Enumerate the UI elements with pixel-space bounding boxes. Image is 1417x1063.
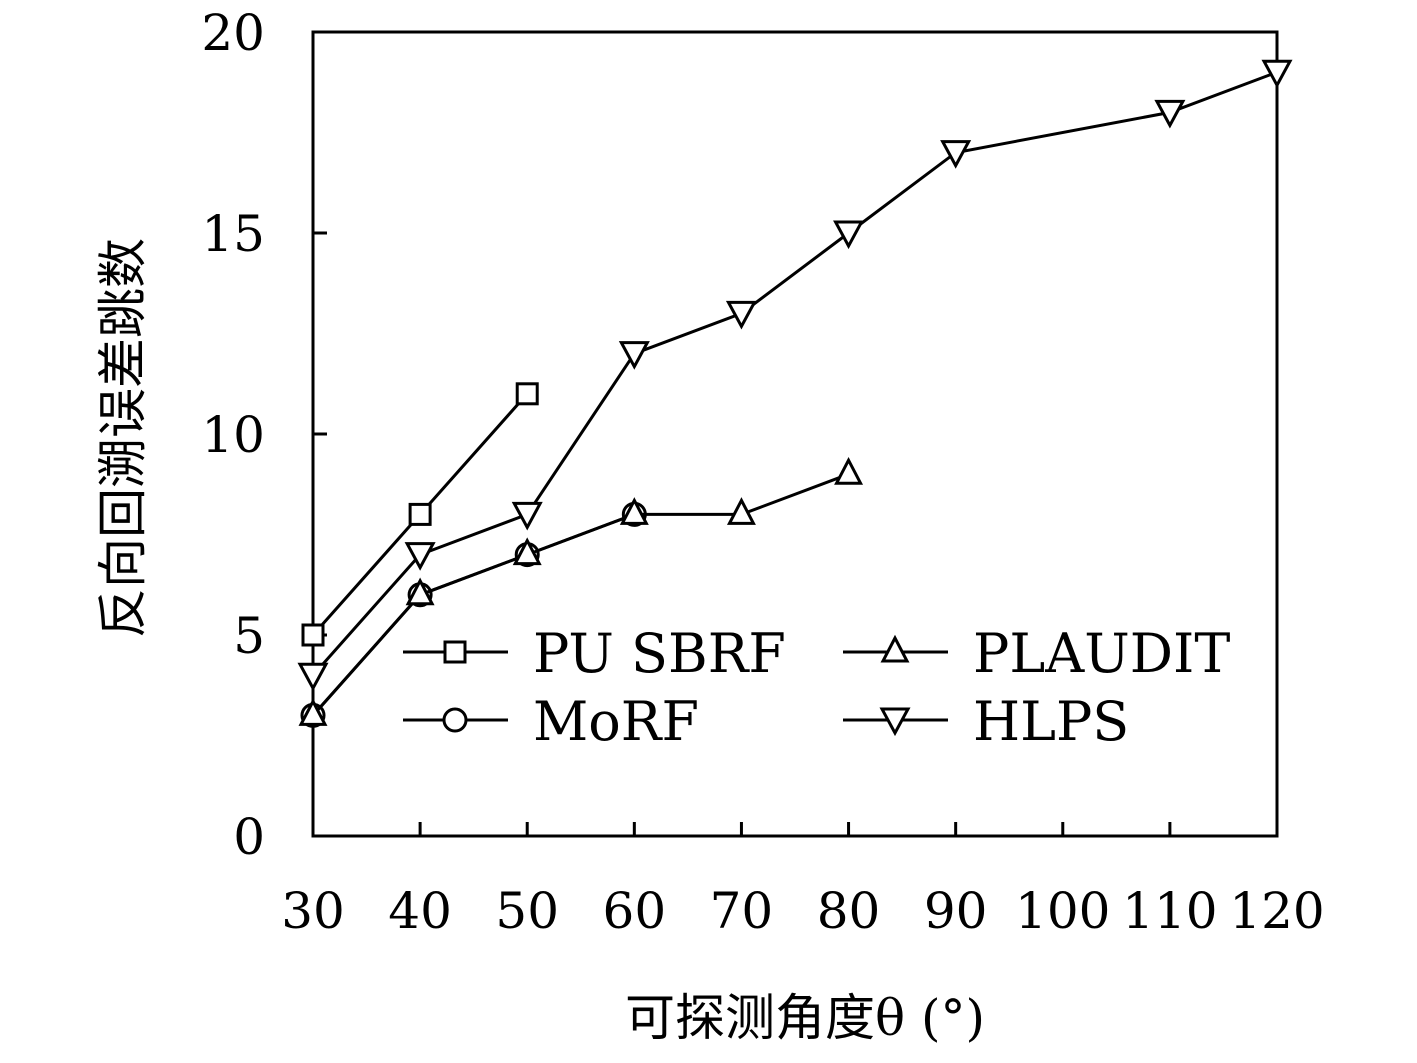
x-tick-label: 60 <box>603 882 667 940</box>
legend-label: HLPS <box>973 690 1129 753</box>
data-point <box>515 382 539 406</box>
y-tick-label: 10 <box>201 406 265 464</box>
data-point <box>408 502 432 526</box>
data-point <box>297 662 329 692</box>
series-plaudit <box>298 456 864 726</box>
data-point <box>512 537 542 566</box>
y-tick-label: 0 <box>233 808 265 866</box>
x-tick-label: 100 <box>1015 882 1110 940</box>
legend-marker <box>443 640 467 664</box>
data-point <box>405 577 435 606</box>
x-tick-label: 120 <box>1229 882 1324 940</box>
x-tick-label: 40 <box>388 882 452 940</box>
x-axis: 30 40 50 60 70 80 90 100 110 120 <box>281 822 1325 940</box>
legend-marker <box>442 707 468 733</box>
data-point <box>298 698 328 726</box>
y-tick-label: 5 <box>233 607 265 665</box>
data-point <box>726 497 756 525</box>
data-point <box>404 542 436 571</box>
series-pu-sbrf <box>301 382 539 647</box>
data-point <box>1261 59 1293 89</box>
data-point <box>511 501 543 531</box>
series-line <box>311 70 1278 677</box>
legend-item: PLAUDIT <box>843 622 1230 685</box>
data-point <box>618 341 650 370</box>
x-tick-label: 30 <box>281 882 345 940</box>
data-point <box>834 456 864 485</box>
y-tick-label: 20 <box>201 4 265 62</box>
x-tick-label: 80 <box>817 882 881 940</box>
legend-item: MoRF <box>403 690 699 753</box>
legend-marker <box>880 634 910 663</box>
data-point <box>301 623 325 647</box>
legend-label: MoRF <box>533 690 699 753</box>
legend-label: PLAUDIT <box>973 622 1230 685</box>
data-point <box>725 300 757 330</box>
data-point <box>833 220 865 250</box>
x-tick-label: 50 <box>495 882 559 940</box>
series-hlps <box>297 59 1293 692</box>
y-axis: 0 5 10 15 20 <box>201 4 327 866</box>
legend-item: HLPS <box>843 690 1129 753</box>
legend-item: PU SBRF <box>403 622 786 685</box>
legend-label: PU SBRF <box>533 622 786 685</box>
x-tick-label: 90 <box>924 882 988 940</box>
series-line <box>311 512 635 717</box>
data-point <box>940 140 972 169</box>
data-point <box>619 497 649 525</box>
legend-marker <box>879 707 911 737</box>
x-tick-label: 110 <box>1122 882 1217 940</box>
y-axis-title: 反向回溯误差跳数 <box>94 238 152 638</box>
series-layer <box>297 59 1293 728</box>
series-line <box>311 472 850 717</box>
x-tick-label: 70 <box>710 882 774 940</box>
y-tick-label: 15 <box>201 205 265 263</box>
data-point <box>1154 99 1186 129</box>
x-axis-title: 可探测角度θ (°) <box>625 989 985 1047</box>
